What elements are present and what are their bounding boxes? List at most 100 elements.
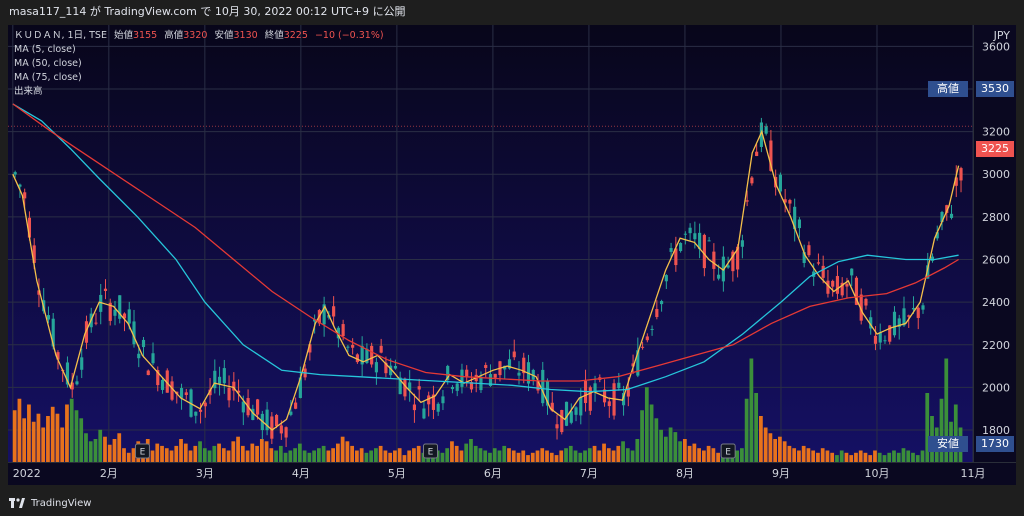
legend-ma75[interactable]: MA (75, close) <box>14 72 82 83</box>
candle-body <box>769 140 773 171</box>
volume-bar <box>126 452 131 462</box>
volume-bar <box>364 452 369 462</box>
volume-bar <box>50 406 55 462</box>
volume-bar <box>240 445 245 462</box>
price-tick-label: 2400 <box>982 296 1010 309</box>
legend-ohlc-row: ＫＵＤＡＮ, 1日, TSE 始値3155 高値3320 安値3130 終値32… <box>14 29 384 43</box>
ma-layer <box>12 103 960 431</box>
volume-bar <box>616 445 621 462</box>
candle-body <box>275 414 279 427</box>
candle-body <box>840 282 844 296</box>
volume-bar <box>887 452 892 462</box>
volume-bar <box>397 448 402 462</box>
candle-body <box>203 402 207 407</box>
candle-body <box>892 311 897 336</box>
volume-bar <box>868 455 873 462</box>
volume-bar <box>873 450 877 462</box>
volume-bar <box>782 441 787 462</box>
candle-body <box>37 290 41 295</box>
volume-bar <box>407 450 412 462</box>
author-name[interactable]: masa117_114 <box>9 5 87 18</box>
candle-body <box>821 265 825 278</box>
price-axis[interactable]: 1800200022002400260028003000320034003600 <box>974 25 1016 462</box>
legend-ma5[interactable]: MA (5, close) <box>14 44 76 55</box>
candle-body <box>450 386 455 390</box>
volume-bar <box>202 448 207 462</box>
earnings-marker[interactable]: E <box>720 443 736 459</box>
price-tick-label: 3600 <box>982 40 1010 53</box>
volume-bar <box>212 445 217 462</box>
currency-label[interactable]: JPY <box>993 29 1010 42</box>
chart-panel[interactable]: EEE 180020002200240026002800300032003400… <box>8 25 1016 485</box>
volume-bar <box>825 450 830 462</box>
volume-bar <box>545 450 549 462</box>
candle-body <box>788 200 792 204</box>
candle-body <box>607 401 611 407</box>
earnings-marker[interactable]: E <box>134 443 150 459</box>
candle-body <box>393 365 397 369</box>
candle-body <box>94 322 98 324</box>
price-axis-divider <box>973 25 974 462</box>
volume-bar <box>625 448 630 462</box>
price-tick-label: 3200 <box>982 126 1010 139</box>
volume-bar <box>754 393 759 462</box>
volume-bar <box>174 445 179 462</box>
candle-body <box>13 172 17 175</box>
volume-bar <box>131 448 136 462</box>
candle-body <box>550 402 554 411</box>
volume-bar <box>374 448 378 462</box>
high-tag-value: 3530 <box>976 81 1014 97</box>
volume-bar <box>293 448 297 462</box>
volume-bar <box>278 445 283 462</box>
candle-body <box>797 219 801 229</box>
candle-body <box>536 380 540 391</box>
candle-body <box>736 246 740 270</box>
legend-symbol[interactable]: ＫＵＤＡＮ, 1日, TSE <box>14 30 107 41</box>
candle-body <box>626 387 630 397</box>
candle-body <box>878 332 882 343</box>
volume-bar <box>274 450 278 462</box>
legend-ma50[interactable]: MA (50, close) <box>14 58 82 69</box>
candle-body <box>783 199 787 203</box>
earnings-marker[interactable]: E <box>422 443 438 459</box>
volume-bar <box>502 445 507 462</box>
time-axis[interactable]: 2022 2月 3月 4月 5月 6月 7月 8月 9月 10月 11月 <box>13 467 986 480</box>
tradingview-logo[interactable]: TradingView <box>9 495 91 511</box>
candle-body <box>108 302 112 321</box>
volume-bar <box>592 445 597 462</box>
earnings-label: E <box>725 448 731 458</box>
volume-bar <box>763 427 768 462</box>
earnings-label: E <box>140 448 146 458</box>
chart-canvas[interactable]: EEE 180020002200240026002800300032003400… <box>8 25 1016 485</box>
candle-body <box>32 245 36 263</box>
volume-bar <box>740 448 744 462</box>
candle-body <box>655 309 659 318</box>
volume-bar <box>797 450 801 462</box>
volume-bar <box>573 450 578 462</box>
volume-bar <box>549 452 554 462</box>
candle-body <box>80 357 84 370</box>
volume-bar <box>88 441 93 462</box>
volume-bar <box>345 441 350 462</box>
candle-body <box>198 409 203 412</box>
volume-bar <box>816 452 820 462</box>
volume-bar <box>207 450 212 462</box>
legend-volume[interactable]: 出来高 <box>14 86 43 97</box>
candle-body <box>897 318 901 327</box>
candle-body <box>522 357 526 374</box>
candle-body <box>650 328 654 330</box>
price-tick-label: 2200 <box>982 339 1010 352</box>
candle-body <box>132 321 136 345</box>
candle-body <box>103 288 108 291</box>
candle-body <box>351 344 355 348</box>
candle-body <box>118 295 122 319</box>
candle-body <box>341 324 345 337</box>
earnings-badge <box>134 443 150 459</box>
time-tick-label: 10月 <box>864 467 889 480</box>
volume-bar <box>217 443 221 462</box>
candle-body <box>864 298 868 306</box>
volume-bar <box>673 432 678 462</box>
candle-body <box>693 233 697 240</box>
candle-body <box>926 265 930 279</box>
